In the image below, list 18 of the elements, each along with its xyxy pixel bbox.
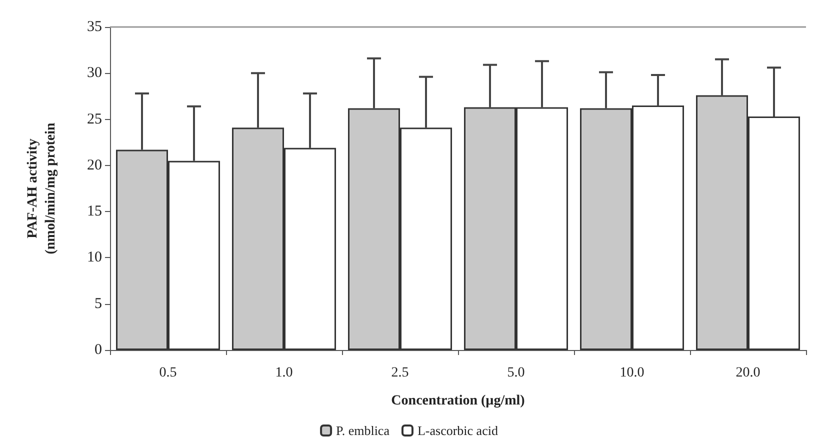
y-tick-label: 15 xyxy=(87,204,102,220)
x-tick-label: 2.5 xyxy=(391,366,409,380)
x-tick-label: 10.0 xyxy=(620,366,644,380)
x-tick-label: 1.0 xyxy=(275,366,293,380)
x-tick-label: 5.0 xyxy=(507,366,525,380)
x-tick-label: 0.5 xyxy=(159,366,177,380)
y-axis-title: PAF-AH activity (nmol/min/mg protein xyxy=(26,122,58,254)
y-tick-label: 35 xyxy=(87,19,102,35)
y-tick-label: 25 xyxy=(87,111,102,128)
y-tick-label: 20 xyxy=(87,157,102,174)
y-tick-label: 30 xyxy=(87,65,102,82)
y-tick-label: 0 xyxy=(94,342,102,358)
legend-label: L-ascorbic acid xyxy=(417,423,498,438)
x-axis-title: Concentration (µg/ml) xyxy=(391,394,526,408)
legend-label: P. emblica xyxy=(336,423,390,438)
y-tick-label: 10 xyxy=(87,250,102,266)
x-tick-label: 20.0 xyxy=(736,366,760,380)
y-tick-label: 5 xyxy=(94,296,102,312)
